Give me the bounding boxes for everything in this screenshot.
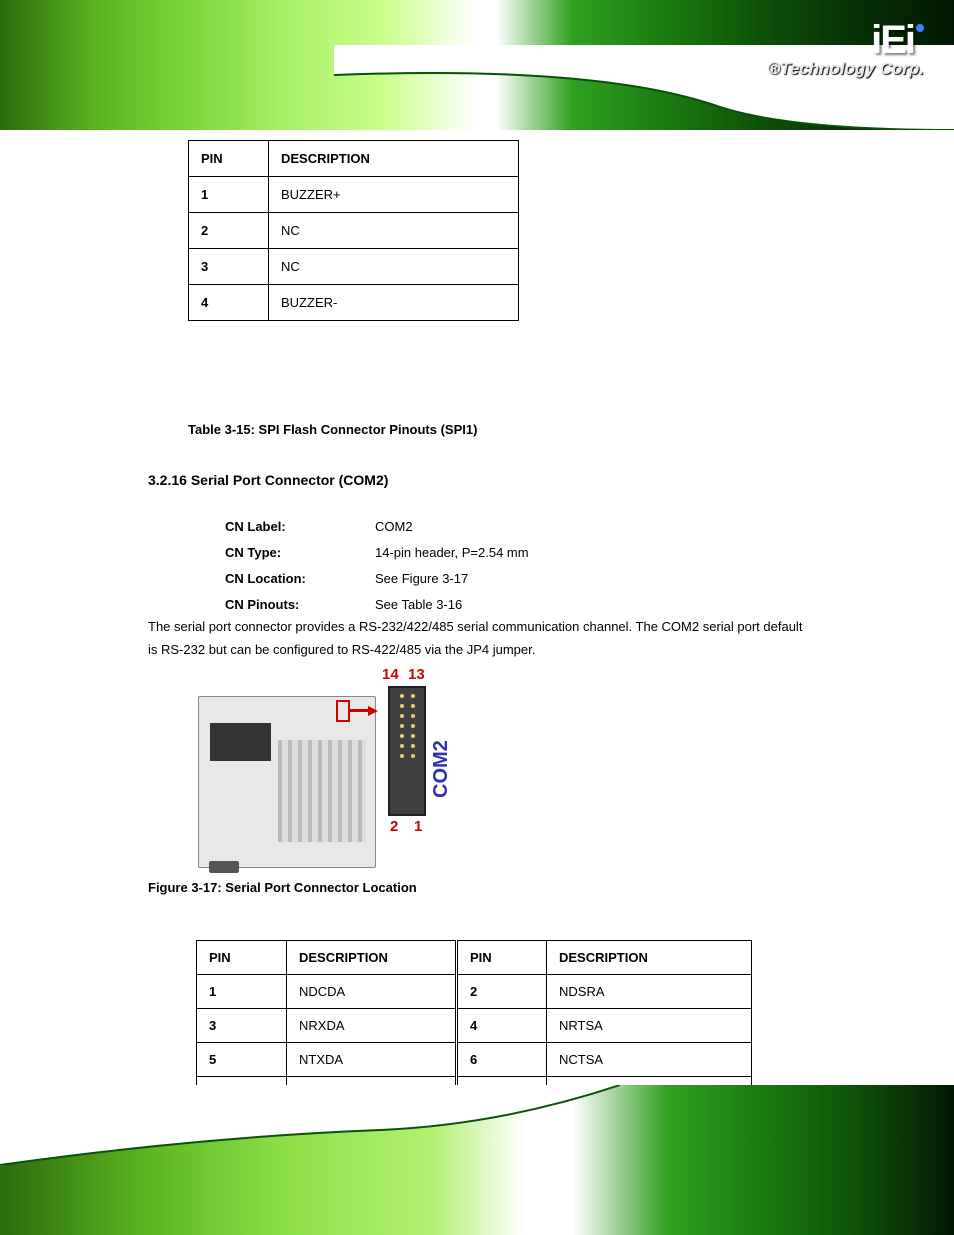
cell: BUZZER-: [269, 285, 519, 321]
logo-reg: ®: [768, 59, 781, 78]
cell: NC: [269, 249, 519, 285]
arrow-icon: [348, 706, 378, 714]
table-row: 1 NDCDA 2 NDSRA: [197, 975, 752, 1009]
logo-text: iEi: [871, 18, 914, 62]
table-row: 3 NRXDA 4 NRTSA: [197, 1009, 752, 1043]
table1-header-pin: PIN: [189, 141, 269, 177]
table-row: 1 BUZZER+: [189, 177, 519, 213]
cell: 6: [457, 1043, 547, 1077]
cell: 4: [457, 1009, 547, 1043]
logo: iEi ®Technology Corp.: [768, 18, 924, 79]
cell: 2: [457, 975, 547, 1009]
table2-header: PIN: [197, 941, 287, 975]
cell: NCTSA: [547, 1043, 752, 1077]
cell: NRXDA: [287, 1009, 457, 1043]
spi-pinout-table: PIN DESCRIPTION 1 BUZZER+ 2 NC 3 NC 4 BU…: [188, 140, 519, 321]
cell: BUZZER+: [269, 177, 519, 213]
spec-label: CN Label:: [225, 514, 375, 540]
cell: 1: [189, 177, 269, 213]
connector-specs: CN Label: COM2 CN Type: 14-pin header, P…: [225, 514, 529, 618]
header-decorative-strip: iEi ®Technology Corp.: [0, 0, 954, 130]
pin-label-13: 13: [408, 666, 425, 683]
spec-value: COM2: [375, 514, 413, 540]
spec-value: See Figure 3-17: [375, 566, 468, 592]
figure-caption: Figure 3-17: Serial Port Connector Locat…: [148, 880, 417, 895]
table1-header-desc: DESCRIPTION: [269, 141, 519, 177]
spec-row: CN Location: See Figure 3-17: [225, 566, 529, 592]
connector-name-label: COM2: [430, 740, 453, 798]
cell: NTXDA: [287, 1043, 457, 1077]
cell: 5: [197, 1043, 287, 1077]
table-caption: Table 3-15: SPI Flash Connector Pinouts …: [188, 422, 477, 437]
table2-header: DESCRIPTION: [287, 941, 457, 975]
board-port: [209, 861, 239, 873]
cell: 3: [197, 1009, 287, 1043]
spec-label: CN Location:: [225, 566, 375, 592]
table-row: 3 NC: [189, 249, 519, 285]
section-heading: 3.2.16 Serial Port Connector (COM2): [148, 472, 388, 488]
table-row: 5 NTXDA 6 NCTSA: [197, 1043, 752, 1077]
cell: 1: [197, 975, 287, 1009]
table-row: 2 NC: [189, 213, 519, 249]
footer-decorative-strip: [0, 1085, 954, 1235]
footer-curve: [0, 1085, 620, 1165]
section-body: The serial port connector provides a RS-…: [148, 615, 806, 662]
cell: NRTSA: [547, 1009, 752, 1043]
logo-dot: [916, 24, 924, 32]
cell: 4: [189, 285, 269, 321]
table2-header: DESCRIPTION: [547, 941, 752, 975]
cell: NDSRA: [547, 975, 752, 1009]
cell: NDCDA: [287, 975, 457, 1009]
page-content: PIN DESCRIPTION 1 BUZZER+ 2 NC 3 NC 4 BU…: [0, 140, 954, 1085]
connector-diagram: 14 13 2 1 COM2: [198, 668, 488, 868]
spec-row: CN Label: COM2: [225, 514, 529, 540]
table-row: 4 BUZZER-: [189, 285, 519, 321]
logo-sub: Technology Corp.: [780, 59, 924, 78]
cell: NC: [269, 213, 519, 249]
spec-row: CN Type: 14-pin header, P=2.54 mm: [225, 540, 529, 566]
spec-label: CN Type:: [225, 540, 375, 566]
pin-label-14: 14: [382, 666, 399, 683]
table2-header: PIN: [457, 941, 547, 975]
spec-value: 14-pin header, P=2.54 mm: [375, 540, 529, 566]
pin-label-2: 2: [390, 818, 398, 835]
pin-label-1: 1: [414, 818, 422, 835]
cell: 2: [189, 213, 269, 249]
cell: 3: [189, 249, 269, 285]
connector-illustration: [388, 686, 426, 816]
